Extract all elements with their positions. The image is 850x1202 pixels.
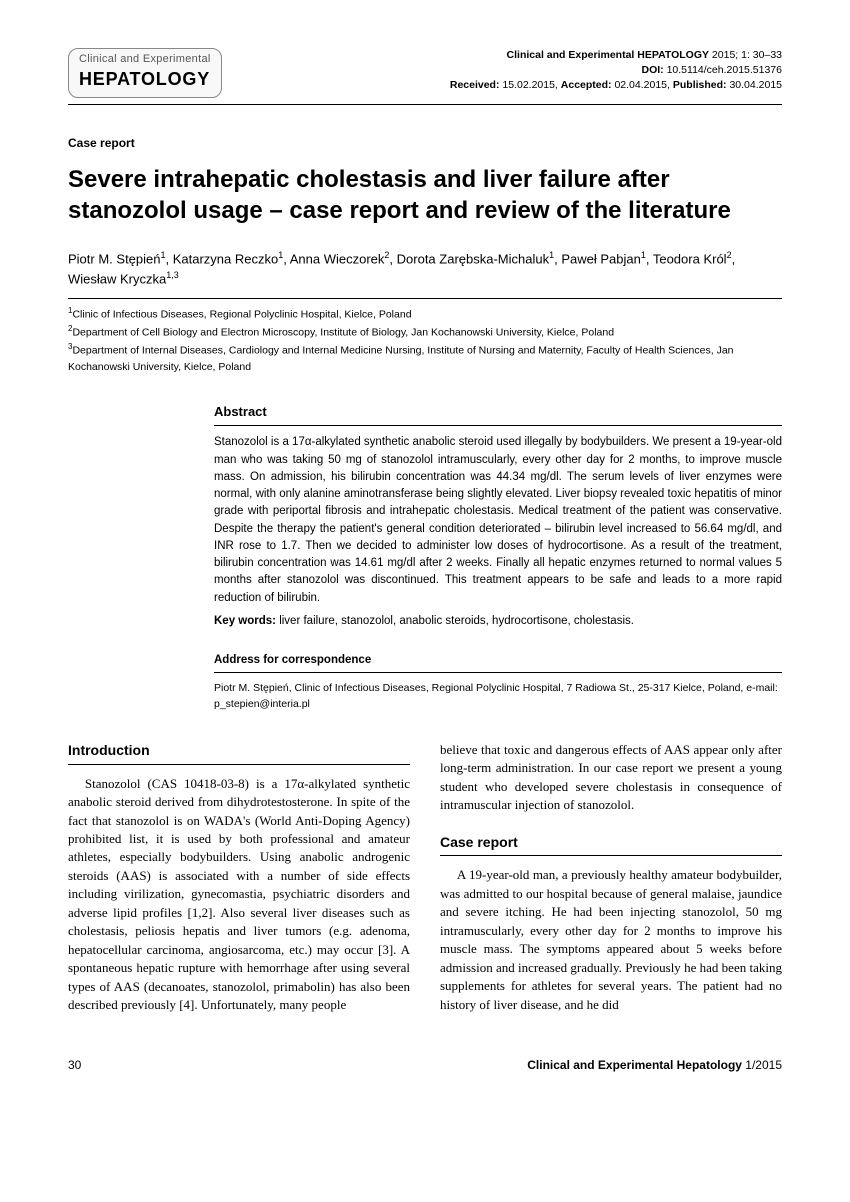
column-right: believe that toxic and dangerous effects… bbox=[440, 741, 782, 1015]
case-report-body: A 19-year-old man, a previously healthy … bbox=[440, 866, 782, 1014]
authors-list: Piotr M. Stępień1, Katarzyna Reczko1, An… bbox=[68, 249, 782, 290]
correspondence-rule bbox=[214, 672, 782, 673]
publication-dates: Received: 15.02.2015, Accepted: 02.04.20… bbox=[450, 78, 782, 93]
article-title: Severe intrahepatic cholestasis and live… bbox=[68, 165, 782, 226]
abstract-rule bbox=[214, 425, 782, 426]
affiliation-2: 2Department of Cell Biology and Electron… bbox=[68, 323, 782, 341]
journal-logo: Clinical and Experimental HEPATOLOGY bbox=[68, 48, 222, 98]
journal-citation: Clinical and Experimental HEPATOLOGY 201… bbox=[450, 48, 782, 63]
abstract-heading: Abstract bbox=[214, 403, 782, 421]
article-type: Case report bbox=[68, 135, 782, 152]
authors-rule bbox=[68, 298, 782, 299]
abstract-body: Stanozolol is a 17α-alkylated synthetic … bbox=[214, 434, 782, 607]
correspondence-heading: Address for correspondence bbox=[214, 652, 782, 668]
logo-subtitle: Clinical and Experimental bbox=[79, 52, 211, 67]
affiliation-1: 1Clinic of Infectious Diseases, Regional… bbox=[68, 305, 782, 323]
page-footer: 30 Clinical and Experimental Hepatology … bbox=[68, 1057, 782, 1074]
logo-title: HEPATOLOGY bbox=[79, 67, 211, 92]
page-header: Clinical and Experimental HEPATOLOGY Cli… bbox=[68, 48, 782, 98]
page-number: 30 bbox=[68, 1057, 81, 1074]
affiliations: 1Clinic of Infectious Diseases, Regional… bbox=[68, 305, 782, 376]
body-columns: Introduction Stanozolol (CAS 10418-03-8)… bbox=[68, 741, 782, 1015]
affiliation-3: 3Department of Internal Diseases, Cardio… bbox=[68, 341, 782, 375]
keywords: Key words: liver failure, stanozolol, an… bbox=[214, 613, 782, 630]
case-report-heading: Case report bbox=[440, 833, 782, 853]
correspondence-body: Piotr M. Stępień, Clinic of Infectious D… bbox=[214, 681, 782, 713]
introduction-body: Stanozolol (CAS 10418-03-8) is a 17α-alk… bbox=[68, 775, 410, 1015]
case-report-rule bbox=[440, 855, 782, 856]
introduction-continuation: believe that toxic and dangerous effects… bbox=[440, 741, 782, 815]
column-left: Introduction Stanozolol (CAS 10418-03-8)… bbox=[68, 741, 410, 1015]
abstract-block: Abstract Stanozolol is a 17α-alkylated s… bbox=[214, 403, 782, 713]
footer-journal: Clinical and Experimental Hepatology 1/2… bbox=[527, 1057, 782, 1074]
header-rule bbox=[68, 104, 782, 105]
header-metadata: Clinical and Experimental HEPATOLOGY 201… bbox=[450, 48, 782, 94]
introduction-rule bbox=[68, 764, 410, 765]
introduction-heading: Introduction bbox=[68, 741, 410, 761]
doi-line: DOI: 10.5114/ceh.2015.51376 bbox=[450, 63, 782, 78]
